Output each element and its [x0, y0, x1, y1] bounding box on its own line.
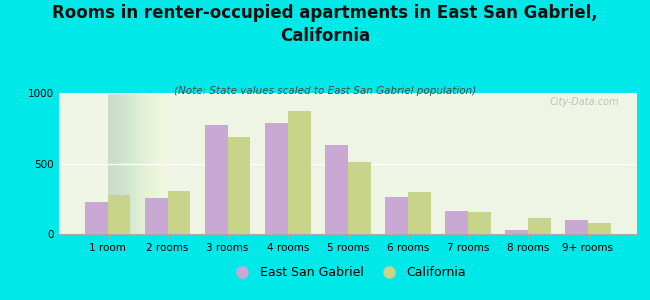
Bar: [505, 230, 528, 234]
Bar: [408, 192, 430, 234]
Text: City-Data.com: City-Data.com: [550, 97, 619, 107]
Bar: [168, 191, 190, 234]
Bar: [108, 194, 131, 234]
Bar: [565, 220, 588, 234]
Bar: [468, 212, 491, 234]
Bar: [265, 123, 288, 234]
Bar: [84, 202, 108, 234]
Bar: [385, 196, 408, 234]
Bar: [288, 111, 311, 234]
Text: (Note: State values scaled to East San Gabriel population): (Note: State values scaled to East San G…: [174, 85, 476, 95]
Bar: [348, 162, 370, 234]
Bar: [325, 145, 348, 234]
Bar: [528, 218, 551, 234]
Legend: East San Gabriel, California: East San Gabriel, California: [225, 261, 471, 284]
Text: Rooms in renter-occupied apartments in East San Gabriel,
California: Rooms in renter-occupied apartments in E…: [52, 4, 598, 45]
Bar: [445, 211, 468, 234]
Bar: [205, 125, 228, 234]
Bar: [588, 224, 611, 234]
Bar: [227, 137, 250, 234]
Bar: [145, 198, 168, 234]
